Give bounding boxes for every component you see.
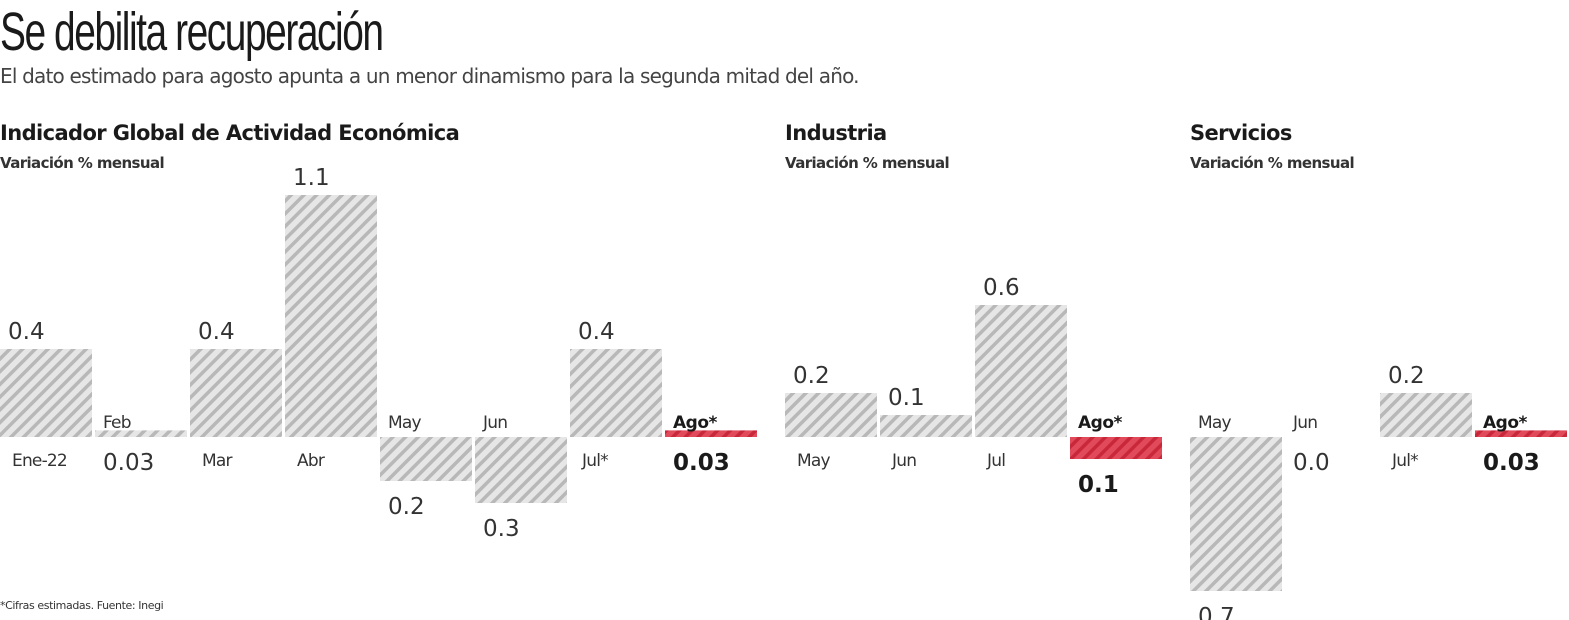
panel-title-igae: Indicador Global de Actividad Económica — [0, 121, 459, 145]
value-label: 0.3 — [483, 516, 520, 542]
bar-jul — [1380, 393, 1472, 437]
category-label: Ago* — [1483, 413, 1528, 433]
value-label: 0.03 — [1483, 450, 1540, 476]
bar-mar — [190, 349, 282, 437]
value-label: 0.6 — [983, 275, 1020, 301]
panel-ylabel-servicios: Variación % mensual — [1190, 154, 1354, 172]
category-label: Jul* — [1391, 451, 1418, 471]
category-label: Mar — [202, 451, 232, 471]
value-label: 0.2 — [1388, 363, 1425, 389]
value-label: 0.4 — [578, 319, 615, 345]
panel-ylabel-industria: Variación % mensual — [785, 154, 949, 172]
bar-ago — [1475, 430, 1567, 437]
bar-may — [380, 437, 472, 481]
category-label: Jul* — [581, 451, 608, 471]
value-label: 1.1 — [293, 165, 330, 191]
category-label: May — [388, 413, 421, 433]
category-label: May — [1198, 413, 1231, 433]
footnote: *Cifras estimadas. Fuente: Inegi — [0, 599, 164, 612]
bar-jul — [975, 305, 1067, 437]
bar-may — [1190, 437, 1282, 591]
value-label: 0.4 — [8, 319, 45, 345]
bar-ene22 — [0, 349, 92, 437]
category-label: May — [797, 451, 830, 471]
panel-title-industria: Industria — [785, 121, 887, 145]
value-label: 0.1 — [1078, 472, 1119, 498]
category-label: Ago* — [1078, 413, 1123, 433]
bar-jun — [880, 415, 972, 437]
category-label: Jun — [1292, 413, 1317, 433]
panel-title-servicios: Servicios — [1190, 121, 1292, 145]
value-label: 0.1 — [888, 385, 925, 411]
panel-ylabel-igae: Variación % mensual — [0, 154, 164, 172]
value-label: 0.4 — [198, 319, 235, 345]
chart-subtitle: El dato estimado para agosto apunta a un… — [0, 64, 860, 88]
bar-ago — [1070, 437, 1162, 459]
value-label: 0.7 — [1198, 604, 1235, 620]
value-label: 0.03 — [673, 450, 730, 476]
category-label: Ene-22 — [12, 451, 67, 471]
bar-ago — [665, 430, 757, 437]
value-label: 0.0 — [1293, 450, 1330, 476]
bar-jul — [570, 349, 662, 437]
category-label: Abr — [297, 451, 325, 471]
category-label: Jun — [482, 413, 507, 433]
value-label: 0.03 — [103, 450, 154, 476]
category-label: Ago* — [673, 413, 718, 433]
category-label: Feb — [103, 413, 131, 433]
bar-jun — [475, 437, 567, 503]
value-label: 0.2 — [793, 363, 830, 389]
chart-title: Se debilita recuperación — [0, 2, 384, 62]
bar-feb — [95, 430, 187, 437]
category-label: Jun — [891, 451, 916, 471]
bar-abr — [285, 195, 377, 437]
category-label: Jul — [986, 451, 1005, 471]
value-label: 0.2 — [388, 494, 425, 520]
bar-may — [785, 393, 877, 437]
